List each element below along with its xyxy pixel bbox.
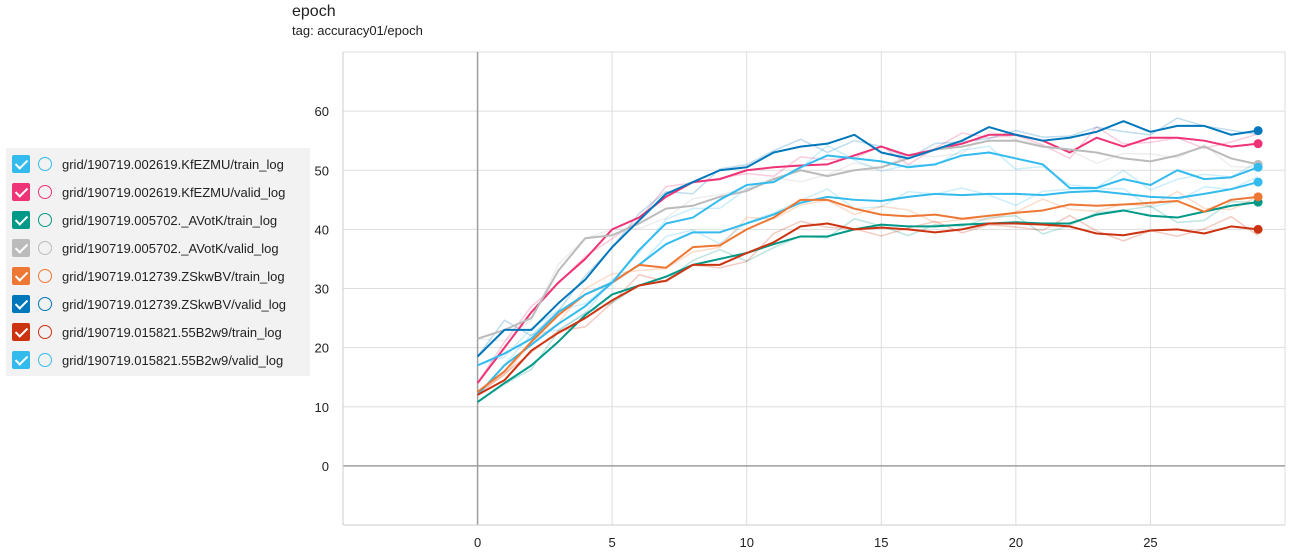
legend-checkbox[interactable] <box>12 323 30 341</box>
series-line[interactable] <box>477 151 1259 367</box>
legend-item[interactable]: grid/190719.005702._AVotK/train_log <box>6 206 310 234</box>
x-tick-label: 10 <box>739 535 753 550</box>
legend-label: grid/190719.002619.KfEZMU/valid_log <box>62 184 286 200</box>
series-end-point[interactable] <box>1253 192 1263 202</box>
legend-radio-icon[interactable] <box>38 325 52 339</box>
axes <box>342 52 1285 526</box>
legend-label: grid/190719.012739.ZSkwBV/valid_log <box>62 296 287 312</box>
legend-radio-icon[interactable] <box>38 213 52 227</box>
series-line[interactable] <box>476 133 1259 384</box>
y-tick-label: 20 <box>315 341 329 356</box>
legend-item[interactable]: grid/190719.002619.KfEZMU/valid_log <box>6 178 310 206</box>
legend-label: grid/190719.015821.55B2w9/train_log <box>62 324 282 340</box>
legend-checkbox[interactable] <box>12 295 30 313</box>
tick-labels: 0 5 10 15 20 25 0 10 20 30 40 50 60 <box>315 104 1158 550</box>
series-raw-line <box>477 144 1259 367</box>
series-line[interactable] <box>477 139 1259 340</box>
series-line[interactable] <box>477 222 1259 396</box>
series-end-point[interactable] <box>1253 139 1263 149</box>
legend-checkbox[interactable] <box>12 267 30 285</box>
series-raw-line <box>477 175 1259 396</box>
legend-checkbox[interactable] <box>12 155 30 173</box>
y-tick-label: 0 <box>322 459 329 474</box>
series-raw-line <box>477 190 1259 393</box>
y-tick-label: 10 <box>315 400 329 415</box>
legend-radio-icon[interactable] <box>38 353 52 367</box>
x-tick-label: 20 <box>1009 535 1023 550</box>
legend-radio-icon[interactable] <box>38 157 52 171</box>
series-raw-line <box>477 214 1259 396</box>
grid <box>342 51 1286 526</box>
legend-label: grid/190719.005702._AVotK/train_log <box>62 212 278 228</box>
legend-label: grid/190719.012739.ZSkwBV/train_log <box>62 268 285 284</box>
legend-radio-icon[interactable] <box>38 241 52 255</box>
series-end-point[interactable] <box>1253 224 1263 234</box>
series-end-point[interactable] <box>1253 177 1263 187</box>
legend-label: grid/190719.005702._AVotK/valid_log <box>62 240 279 256</box>
y-tick-label: 40 <box>315 222 329 237</box>
legend-item[interactable]: grid/190719.015821.55B2w9/train_log <box>6 318 310 346</box>
legend-item[interactable]: grid/190719.012739.ZSkwBV/valid_log <box>6 290 310 318</box>
legend-checkbox[interactable] <box>12 183 30 201</box>
y-tick-label: 60 <box>315 104 329 119</box>
legend-checkbox[interactable] <box>12 351 30 369</box>
x-tick-label: 5 <box>609 535 616 550</box>
x-tick-label: 15 <box>874 535 888 550</box>
chart-subtitle: tag: accuracy01/epoch <box>292 23 423 38</box>
legend-radio-icon[interactable] <box>38 297 52 311</box>
series-end-point[interactable] <box>1253 126 1263 136</box>
legend-item[interactable]: grid/190719.005702._AVotK/valid_log <box>6 234 310 262</box>
chart-title: epoch <box>292 3 336 20</box>
series-line[interactable] <box>476 181 1259 396</box>
y-tick-label: 30 <box>315 282 329 297</box>
series-end-point[interactable] <box>1253 162 1263 172</box>
series-line[interactable] <box>476 201 1259 403</box>
x-tick-label: 25 <box>1143 535 1157 550</box>
legend-checkbox[interactable] <box>12 239 30 257</box>
legend-checkbox[interactable] <box>12 211 30 229</box>
x-tick-label: 0 <box>474 535 481 550</box>
series-line[interactable] <box>476 120 1259 358</box>
y-tick-label: 50 <box>315 163 329 178</box>
legend-label: grid/190719.002619.KfEZMU/train_log <box>62 156 284 172</box>
series-layer <box>476 120 1263 403</box>
series-raw-line <box>477 130 1259 342</box>
legend-radio-icon[interactable] <box>38 185 52 199</box>
legend-label: grid/190719.015821.55B2w9/valid_log <box>62 352 284 368</box>
series-raw-line <box>477 200 1259 403</box>
legend: grid/190719.002619.KfEZMU/train_log grid/… <box>6 148 310 376</box>
legend-item[interactable]: grid/190719.015821.55B2w9/valid_log <box>6 346 310 374</box>
legend-item[interactable]: grid/190719.002619.KfEZMU/train_log <box>6 150 310 178</box>
legend-item[interactable]: grid/190719.012739.ZSkwBV/train_log <box>6 262 310 290</box>
legend-radio-icon[interactable] <box>38 269 52 283</box>
